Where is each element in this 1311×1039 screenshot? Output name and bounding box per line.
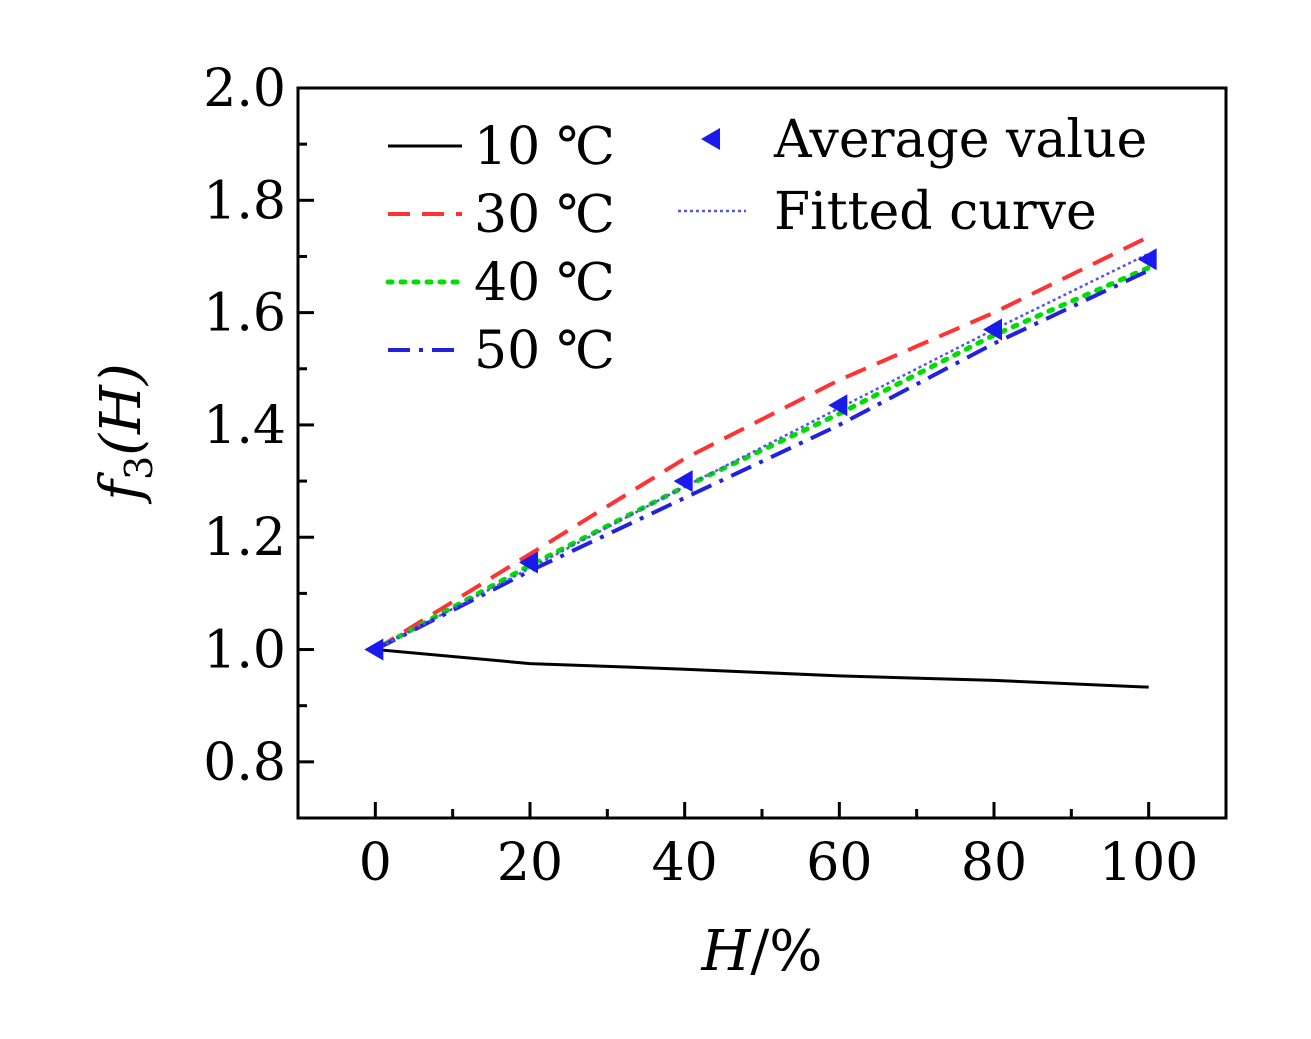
- x-tick-label: 80: [961, 833, 1027, 893]
- series-line-0: [375, 648, 1149, 689]
- average-value-marker: [828, 394, 848, 417]
- x-tick-label: 100: [1099, 833, 1198, 893]
- x-axis-unit: /%: [750, 919, 822, 984]
- series-line-1: [374, 235, 1150, 652]
- y-tick-label: 1.8: [203, 171, 286, 231]
- legend-label: 40 ℃: [474, 253, 615, 313]
- y-tick-label: 2.0: [203, 59, 286, 119]
- legend-label: 10 ℃: [474, 117, 615, 177]
- y-tick-label: 0.8: [203, 733, 286, 793]
- x-tick-label: 0: [359, 833, 392, 893]
- legend: 10 ℃ 30 ℃ 40 ℃ 50 ℃ Average value Fitted curv…: [385, 110, 1147, 381]
- series-line-2: [372, 265, 1152, 653]
- y-tick-label: 1.6: [203, 284, 286, 344]
- y-tick-label: 1.0: [203, 621, 286, 681]
- y-axis-arg: (H): [89, 363, 154, 456]
- series-line-3: [374, 268, 1150, 652]
- legend-label: Fitted curve: [774, 182, 1097, 242]
- y-axis-sub: 3: [117, 456, 161, 480]
- legend-label: Average value: [773, 110, 1147, 170]
- average-value-marker: [673, 470, 693, 493]
- series-layer: [364, 235, 1157, 689]
- average-value-marker: [983, 318, 1002, 341]
- legend-label: 50 ℃: [474, 321, 615, 381]
- legend-label: 30 ℃: [474, 185, 615, 245]
- y-tick-label: 1.4: [203, 396, 286, 456]
- average-value-marker: [364, 638, 384, 661]
- x-axis-title: H/%: [701, 919, 823, 984]
- average-value-marker: [519, 551, 538, 574]
- x-axis-var: H: [701, 919, 752, 984]
- tick-labels: 0 20 40 60 80 100 0.8 1.0 1.2 1.4 1.6 1.8 2.0: [203, 59, 1198, 893]
- x-tick-label: 20: [497, 833, 563, 893]
- average-value-marker: [1137, 248, 1157, 271]
- x-tick-label: 40: [652, 833, 718, 893]
- y-axis-title: f3(H): [89, 363, 161, 504]
- legend-marker: [701, 128, 720, 150]
- x-tick-label: 60: [806, 833, 872, 893]
- series-line-5: [374, 252, 1150, 651]
- ticks: [298, 86, 1151, 818]
- y-tick-label: 1.2: [203, 508, 286, 568]
